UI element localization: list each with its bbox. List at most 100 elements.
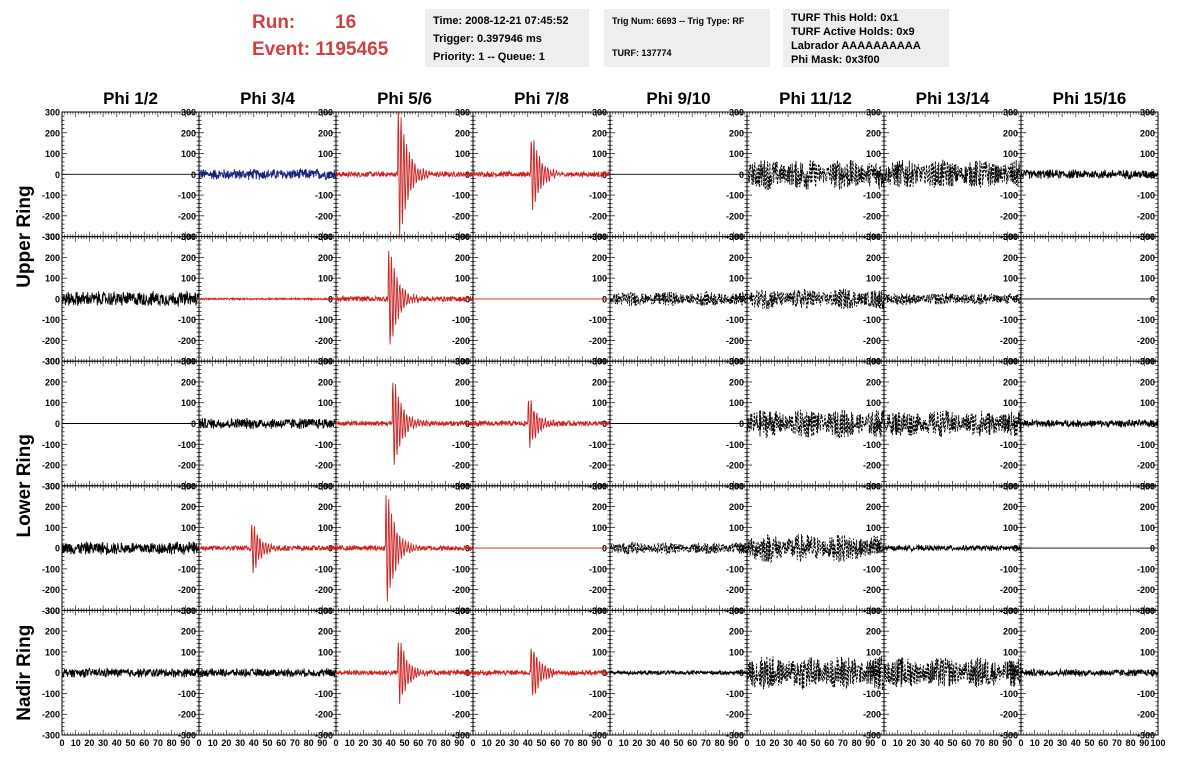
y-tick-label: -200	[863, 336, 881, 346]
y-tick-label: 200	[455, 377, 470, 387]
y-tick-label: 0	[602, 419, 607, 429]
y-tick-label: -100	[452, 564, 470, 574]
row-label: Nadir Ring	[14, 625, 35, 721]
y-tick-label: 300	[181, 357, 196, 367]
y-tick-label: -200	[315, 211, 333, 221]
y-tick-label: 0	[191, 170, 196, 180]
y-tick-label: -200	[42, 211, 60, 221]
y-tick-label: 200	[592, 253, 607, 263]
y-tick-label: 200	[181, 502, 196, 512]
waveform-trace	[335, 382, 474, 465]
y-tick-label: -200	[452, 585, 470, 595]
run-label-text: Run:	[252, 12, 296, 33]
y-tick-label: 200	[318, 377, 333, 387]
y-tick-label: 300	[592, 232, 607, 242]
column-title: Phi 9/10	[646, 89, 710, 108]
waveform-trace	[1020, 168, 1159, 180]
y-tick-label: 300	[1003, 357, 1018, 367]
y-tick-label: -200	[315, 461, 333, 471]
column-title: Phi 11/12	[779, 89, 852, 108]
y-tick-label: 100	[455, 398, 470, 408]
waveform-trace	[198, 524, 337, 573]
turf-hold-text: TURF This Hold: 0x1	[791, 12, 899, 24]
y-tick-label: 0	[55, 294, 60, 304]
y-tick-label: -200	[1000, 461, 1018, 471]
turf-text: TURF: 137774	[612, 48, 672, 58]
y-tick-label: -300	[1137, 357, 1155, 367]
y-tick-label: 300	[181, 481, 196, 491]
y-tick-label: 100	[318, 523, 333, 533]
y-tick-label: -100	[315, 440, 333, 450]
y-tick-label: 100	[1140, 398, 1155, 408]
y-tick-label: 300	[318, 232, 333, 242]
y-tick-label: 200	[318, 502, 333, 512]
y-tick-label: 0	[191, 419, 196, 429]
y-tick-label: 300	[318, 357, 333, 367]
y-tick-label: 100	[866, 149, 881, 159]
y-tick-label: 100	[729, 149, 744, 159]
y-tick-label: -300	[315, 481, 333, 491]
y-tick-label: -300	[178, 232, 196, 242]
y-tick-label: -100	[1000, 315, 1018, 325]
y-tick-label: 100	[45, 149, 60, 159]
y-tick-label: 0	[55, 544, 60, 554]
y-tick-label: 0	[739, 419, 744, 429]
y-tick-label: 100	[729, 398, 744, 408]
y-tick-label: -100	[589, 564, 607, 574]
waveform-trace	[746, 288, 885, 310]
y-tick-label: -300	[452, 232, 470, 242]
y-tick-label: 200	[181, 128, 196, 138]
y-tick-label: -200	[452, 461, 470, 471]
y-tick-label: -300	[42, 232, 60, 242]
waveform-trace	[883, 159, 1022, 189]
time-text: Time: 2008-12-21 07:45:52	[433, 15, 569, 27]
y-tick-label: 100	[1003, 149, 1018, 159]
y-tick-label: 100	[866, 274, 881, 284]
waveform-trace	[335, 111, 474, 236]
y-tick-label: 200	[592, 377, 607, 387]
y-tick-label: -200	[42, 461, 60, 471]
y-tick-label: -100	[863, 440, 881, 450]
run-label: Run: 16	[252, 10, 356, 36]
waveform-trace	[746, 159, 885, 191]
y-tick-label: 0	[1150, 294, 1155, 304]
y-tick-label: -300	[863, 232, 881, 242]
waveform-trace	[198, 168, 337, 181]
y-tick-label: 200	[45, 377, 60, 387]
y-tick-label: 200	[45, 128, 60, 138]
y-tick-label: 100	[45, 398, 60, 408]
y-tick-label: -200	[42, 336, 60, 346]
y-tick-label: 100	[45, 523, 60, 533]
time-info-box: Time: 2008-12-21 07:45:52 Trigger: 0.397…	[425, 9, 589, 67]
column-title: Phi 15/16	[1053, 89, 1127, 108]
waveform-trace	[883, 410, 1022, 438]
y-tick-label: -300	[42, 606, 60, 616]
column-title: Phi 7/8	[514, 89, 569, 108]
y-tick-label: -100	[42, 440, 60, 450]
y-tick-label: 300	[729, 357, 744, 367]
y-tick-label: -100	[1137, 315, 1155, 325]
y-tick-label: -300	[726, 232, 744, 242]
y-tick-label: -100	[863, 191, 881, 201]
row-label: Lower Ring	[14, 434, 35, 537]
y-tick-label: 200	[1140, 128, 1155, 138]
y-tick-label: 300	[592, 481, 607, 491]
y-tick-label: -200	[726, 336, 744, 346]
y-tick-label: 200	[181, 377, 196, 387]
waveform-trace	[61, 541, 200, 555]
y-tick-label: 300	[181, 232, 196, 242]
y-tick-label: 300	[45, 108, 60, 118]
y-tick-label: 200	[1140, 377, 1155, 387]
y-tick-label: -100	[178, 191, 196, 201]
waveform-trace	[472, 139, 611, 211]
priority-text: Priority: 1 -- Queue: 1	[433, 51, 545, 63]
y-tick-label: 200	[729, 253, 744, 263]
y-tick-label: -300	[315, 606, 333, 616]
y-tick-label: -100	[178, 440, 196, 450]
y-tick-label: 0	[739, 170, 744, 180]
y-tick-label: -200	[1137, 461, 1155, 471]
y-tick-label: 100	[592, 274, 607, 284]
y-tick-label: -200	[315, 336, 333, 346]
y-tick-label: 0	[602, 544, 607, 554]
waveform-trace	[335, 250, 474, 345]
